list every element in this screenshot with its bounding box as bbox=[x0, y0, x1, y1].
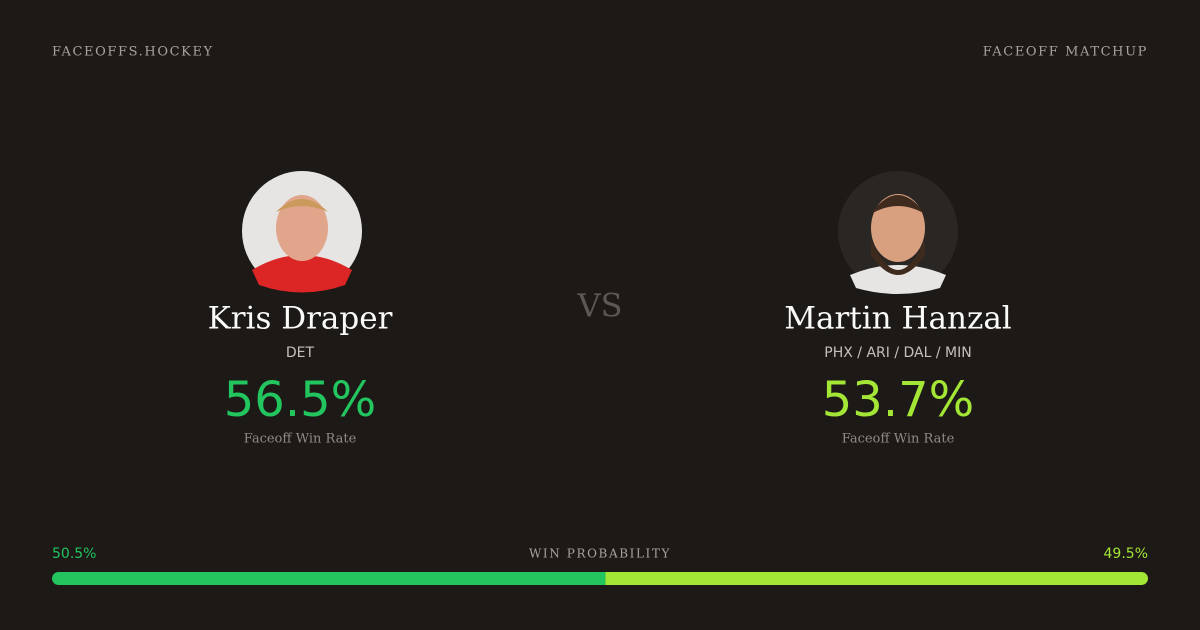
player-name: Kris Draper bbox=[208, 301, 393, 337]
probability-label: 49.5% bbox=[1104, 546, 1148, 562]
player-team: PHX / ARI / DAL / MIN bbox=[824, 345, 971, 361]
probability-title: WIN PROBABILITY bbox=[529, 547, 671, 561]
avatar bbox=[838, 171, 958, 294]
player-name: Martin Hanzal bbox=[784, 301, 1011, 337]
site-name: FACEOFFS.HOCKEY bbox=[52, 45, 214, 60]
probability-segment bbox=[52, 572, 606, 585]
avatar bbox=[242, 171, 362, 293]
probability-label: 50.5% bbox=[52, 546, 96, 562]
win-rate-label: Faceoff Win Rate bbox=[842, 432, 955, 447]
win-rate-label: Faceoff Win Rate bbox=[244, 432, 357, 447]
probability-segment bbox=[605, 572, 1148, 585]
vs-label: VS bbox=[576, 287, 622, 325]
win-rate: 56.5% bbox=[224, 372, 376, 428]
probability-bar: 50.5% 49.5% bbox=[52, 546, 1148, 585]
player-team: DET bbox=[286, 345, 315, 361]
win-rate: 53.7% bbox=[822, 372, 974, 428]
page-label: FACEOFF MATCHUP bbox=[983, 45, 1148, 60]
bar-segments bbox=[52, 572, 1148, 585]
